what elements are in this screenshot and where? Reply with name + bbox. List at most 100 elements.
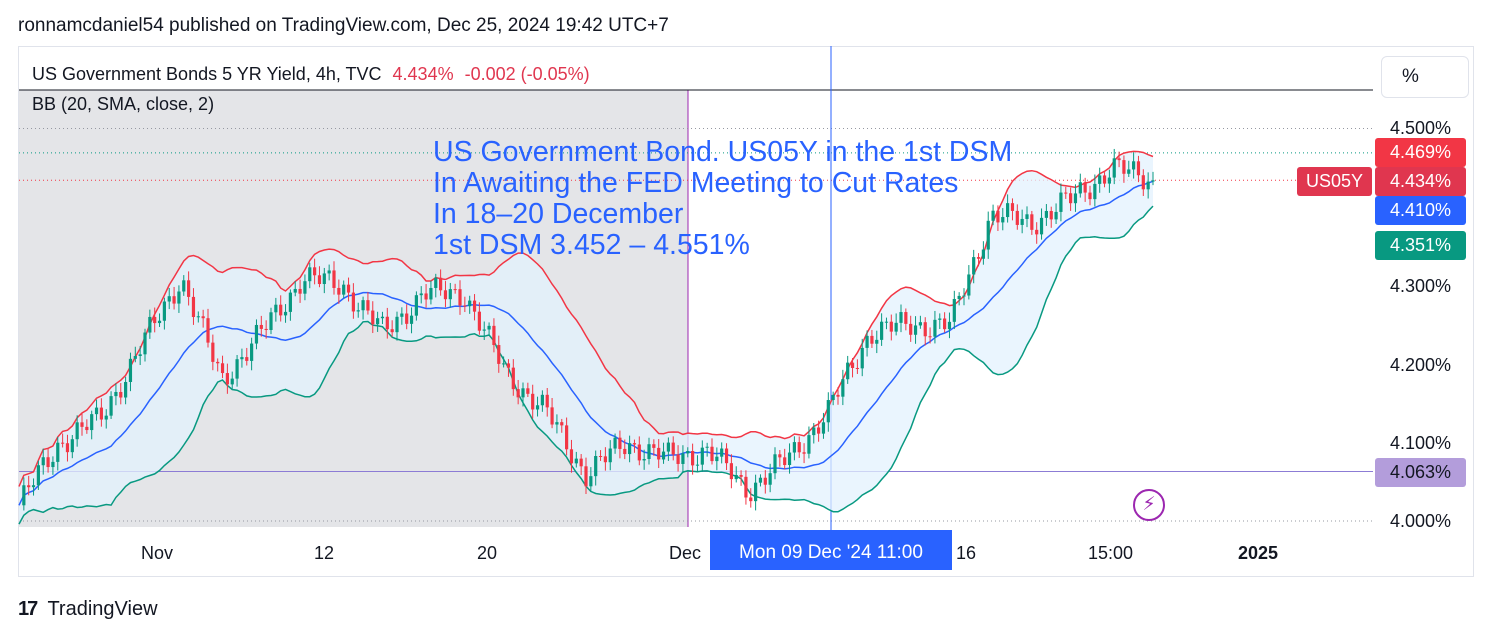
candle-body: [439, 277, 443, 291]
indicator-legend[interactable]: BB (20, SMA, close, 2): [32, 94, 215, 114]
candle-body: [211, 342, 215, 362]
lightning-event-icon[interactable]: ⚡︎: [1133, 489, 1165, 521]
symbol-legend[interactable]: US Government Bonds 5 YR Yield, 4h, TVC …: [32, 64, 590, 85]
percent-scale-button[interactable]: %: [1381, 56, 1469, 98]
candle-body: [972, 257, 976, 275]
candle-body: [177, 291, 181, 304]
candle-body: [298, 288, 302, 294]
candle-body: [880, 321, 884, 340]
candle-body: [70, 439, 74, 453]
tradingview-brand[interactable]: 17 TradingView: [18, 598, 158, 621]
candle-body: [1030, 214, 1034, 230]
candle-body: [1112, 158, 1116, 178]
text-annotation[interactable]: US Government Bond. US05Y in the 1st DSM…: [433, 137, 1012, 261]
candle-body: [1015, 210, 1019, 225]
candle-body: [754, 482, 758, 502]
candle-body: [526, 388, 530, 394]
y-tick-label: 4.200%: [1390, 355, 1452, 375]
x-tick-label: Dec: [669, 543, 702, 563]
candle-body: [734, 475, 738, 480]
candle-body: [923, 322, 927, 337]
candle-body: [1049, 210, 1053, 220]
annotation-line-1: US Government Bond. US05Y in the 1st DSM: [433, 136, 1013, 168]
candle-body: [1078, 182, 1082, 194]
candle-body: [981, 249, 985, 259]
candle-body: [763, 477, 767, 485]
candle-body: [206, 318, 210, 343]
candle-body: [802, 452, 806, 454]
candle-body: [1136, 161, 1141, 176]
candle-body: [894, 322, 898, 332]
candle-body: [1132, 161, 1136, 170]
candle-body: [826, 400, 830, 423]
candle-body: [889, 321, 893, 332]
candle-body: [109, 396, 113, 416]
crosshair-time-label: Mon 09 Dec '24 11:00: [710, 530, 952, 570]
candle-body: [516, 389, 520, 398]
upper-band-badge: 4.469%: [1375, 138, 1466, 167]
x-tick-label: 2025: [1238, 543, 1279, 563]
candle-body: [259, 324, 263, 329]
candle-body: [535, 405, 540, 410]
candle-body: [405, 313, 409, 324]
x-tick-label: 15:00: [1088, 543, 1134, 563]
candle-body: [293, 288, 297, 293]
candle-body: [191, 296, 196, 318]
candle-body: [715, 456, 719, 462]
candle-body: [608, 448, 612, 463]
candle-body: [487, 325, 491, 330]
y-tick-label: 4.500%: [1390, 118, 1452, 138]
candle-body: [569, 449, 574, 464]
candle-body: [119, 391, 123, 398]
candle-body: [628, 443, 632, 455]
candle-body: [1102, 175, 1107, 184]
candle-body: [75, 422, 79, 440]
candle-body: [80, 422, 84, 427]
candle-body: [104, 415, 108, 420]
candle-body: [220, 363, 225, 374]
candle-body: [710, 446, 714, 462]
candle-body: [380, 316, 385, 319]
candle-body: [952, 299, 956, 322]
candle-body: [250, 343, 254, 361]
candle-body: [216, 361, 220, 364]
candle-body: [1073, 193, 1078, 204]
candle-body: [337, 287, 341, 295]
candle-body: [807, 435, 811, 454]
marker-level-badge: 4.063%: [1375, 458, 1466, 487]
candle-body: [346, 284, 351, 293]
candle-body: [187, 280, 191, 297]
candle-body: [938, 318, 942, 320]
candle-body: [778, 454, 782, 458]
candle-body: [652, 444, 656, 448]
candle-body: [409, 315, 414, 324]
candle-body: [288, 292, 292, 312]
candle-body: [283, 311, 288, 316]
candle-body: [598, 456, 603, 458]
candle-body: [574, 458, 578, 464]
candle-body: [904, 312, 908, 324]
candle-body: [550, 407, 554, 425]
candle-body: [443, 290, 448, 300]
candle-body: [1035, 229, 1039, 235]
candle-body: [918, 322, 922, 326]
candle-body: [1117, 158, 1121, 161]
candle-body: [128, 358, 133, 382]
candle-body: [913, 325, 918, 335]
candle-body: [133, 356, 137, 359]
candle-body: [1146, 181, 1150, 190]
candle-body: [836, 394, 840, 397]
candle-body: [1127, 169, 1131, 174]
candle-body: [264, 328, 268, 330]
candle-body: [317, 275, 322, 285]
x-tick-label: 12: [314, 543, 335, 563]
candle-body: [477, 311, 481, 331]
candle-body: [865, 335, 869, 348]
candle-body: [56, 442, 60, 462]
candle-body: [797, 442, 801, 453]
candle-body: [623, 448, 627, 455]
annotation-line-2: In Awaiting the FED Meeting to Cut Rates: [433, 167, 959, 199]
candle-body: [1001, 217, 1005, 223]
annotation-line-4: 1st DSM 3.452 – 4.551%: [433, 229, 750, 261]
